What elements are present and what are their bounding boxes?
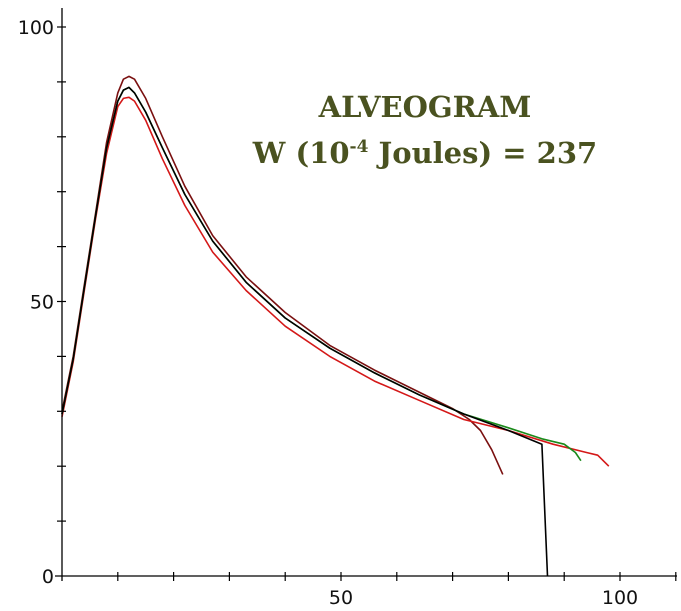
chart-title-line2-suffix: Joules) = 237 [368,136,597,170]
chart-title-line2: W (10-4 Joules) = 237 [252,136,597,170]
chart-title-line2-prefix: W (10 [252,136,350,170]
y-tick-label-100: 100 [18,17,54,39]
x-tick-label-50: 50 [329,587,353,609]
chart-title: ALVEOGRAM W (10-4 Joules) = 237 [252,90,597,170]
series-line-4 [61,86,549,577]
axes-layer [55,8,677,581]
ticks-layer [57,26,677,581]
chart-title-line1: ALVEOGRAM [318,90,532,124]
chart-title-line2-sup: -4 [350,137,369,157]
y-tick-label-0: 0 [42,566,54,588]
labels-layer: 50 100 0 50 100 [18,17,638,609]
series-layer [61,75,610,577]
x-tick-label-100: 100 [602,587,638,609]
y-tick-label-50: 50 [30,292,54,314]
